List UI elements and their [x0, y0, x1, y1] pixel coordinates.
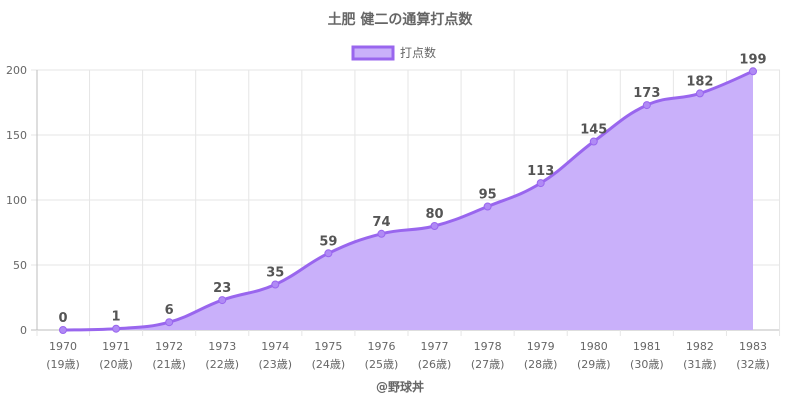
data-label: 23 [213, 281, 231, 296]
x-tick-label: 1982 [686, 340, 714, 353]
data-points [59, 67, 757, 334]
x-tick-sublabel: (25歳) [365, 358, 399, 371]
data-point[interactable] [483, 202, 492, 211]
legend-label: 打点数 [400, 45, 436, 60]
data-point[interactable] [271, 280, 280, 289]
data-label: 95 [479, 188, 497, 203]
x-tick-label: 1981 [633, 340, 661, 353]
data-point[interactable] [59, 326, 67, 334]
data-label: 80 [425, 207, 443, 222]
data-point[interactable] [324, 249, 333, 258]
series-area [63, 71, 753, 331]
y-axis: 0 50 100 150 200 [6, 64, 27, 337]
x-tick-label: 1974 [261, 340, 289, 353]
data-label: 0 [58, 311, 67, 326]
data-label: 35 [266, 266, 284, 281]
x-tick-label: 1983 [739, 340, 767, 353]
y-tick-label: 100 [6, 194, 27, 207]
y-tick-label: 200 [6, 64, 27, 77]
legend[interactable]: 打点数 [351, 45, 436, 61]
x-tick-sublabel: (31歳) [683, 358, 717, 371]
data-label: 113 [527, 164, 554, 179]
x-tick-label: 1980 [580, 340, 608, 353]
x-tick-label: 1973 [208, 340, 236, 353]
y-tick-label: 50 [13, 259, 27, 272]
x-tick-label: 1977 [421, 340, 449, 353]
data-point[interactable] [377, 229, 386, 238]
legend-swatch [351, 45, 395, 61]
x-tick-label: 1972 [155, 340, 183, 353]
x-tick-sublabel: (32歳) [736, 358, 770, 371]
data-point[interactable] [430, 222, 439, 230]
y-tick-label: 0 [20, 324, 27, 337]
x-tick-sublabel: (23歳) [259, 358, 293, 371]
x-tick-sublabel: (24歳) [312, 358, 346, 371]
data-labels: 0 1 6 23 35 59 74 80 95 113 145 173 182 199 [58, 52, 766, 326]
x-axis: 1970 (19歳) 1971 (20歳) 1972 (21歳) 1973 (22歳) 1974… [46, 340, 770, 371]
data-point[interactable] [112, 324, 121, 333]
data-point[interactable] [165, 318, 174, 327]
data-point[interactable] [536, 179, 545, 188]
credit-text: @野球丼 [376, 379, 424, 394]
data-label: 74 [372, 215, 390, 230]
x-tick-sublabel: (22歳) [205, 358, 239, 371]
x-tick-sublabel: (26歳) [418, 358, 452, 371]
y-tick-label: 150 [6, 129, 27, 142]
x-tick-sublabel: (21歳) [152, 358, 186, 371]
data-point[interactable] [218, 296, 227, 305]
data-point[interactable] [695, 89, 704, 98]
x-tick-label: 1970 [49, 340, 77, 353]
data-label: 199 [739, 52, 766, 67]
x-tick-label: 1975 [314, 340, 342, 353]
data-point[interactable] [589, 137, 598, 146]
x-tick-sublabel: (19歳) [46, 358, 80, 371]
data-point[interactable] [749, 67, 757, 76]
data-label: 1 [112, 310, 121, 325]
x-tick-sublabel: (27歳) [471, 358, 505, 371]
series-line [62, 69, 754, 332]
data-label: 59 [319, 234, 337, 249]
data-point[interactable] [642, 101, 651, 110]
x-tick-label: 1976 [367, 340, 395, 353]
x-tick-sublabel: (30歳) [630, 358, 664, 371]
x-tick-label: 1971 [102, 340, 130, 353]
data-label: 145 [580, 123, 607, 138]
data-label: 173 [633, 86, 660, 101]
x-tick-sublabel: (20歳) [99, 358, 133, 371]
x-tick-label: 1979 [527, 340, 555, 353]
x-tick-sublabel: (29歳) [577, 358, 611, 371]
chart-title: 土肥 健二の通算打点数 [328, 11, 474, 28]
data-label: 182 [686, 74, 713, 89]
data-label: 6 [165, 303, 174, 318]
x-tick-sublabel: (28歳) [524, 358, 558, 371]
x-tick-label: 1978 [474, 340, 502, 353]
series [62, 69, 754, 332]
